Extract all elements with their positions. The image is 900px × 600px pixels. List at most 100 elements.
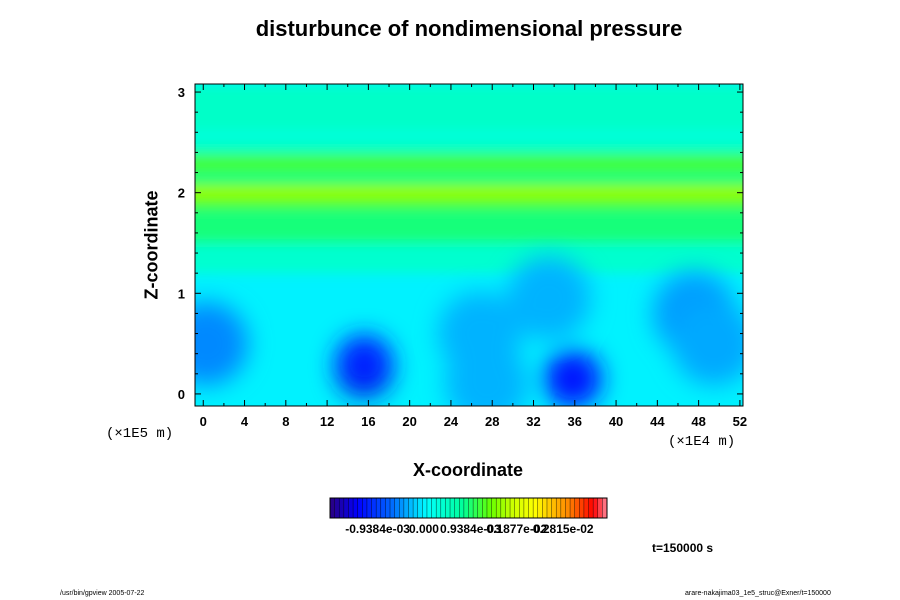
x-tick-label: 24 — [444, 414, 459, 429]
colorbar-swatch — [413, 498, 419, 518]
colorbar-swatch — [431, 498, 437, 518]
x-unit-label: (×1E4 m) — [668, 434, 736, 450]
z-tick-label: 3 — [178, 85, 185, 100]
colorbar-swatch — [570, 498, 575, 518]
colorbar-swatch — [486, 498, 492, 518]
x-tick-label: 4 — [241, 414, 249, 429]
z-unit-label: (×1E5 m) — [106, 426, 174, 442]
x-tick-label: 48 — [691, 414, 705, 429]
colorbar-swatch — [348, 498, 354, 518]
colorbar-swatch — [334, 498, 340, 518]
colorbar-swatch — [556, 498, 562, 518]
colorbar-swatch — [551, 498, 557, 518]
footer-left: /usr/bin/gpview 2005-07-22 — [60, 590, 145, 597]
colorbar-label: 0.9384e-03 — [440, 522, 501, 536]
colorbar-swatch — [496, 498, 502, 518]
pressure-band — [195, 154, 743, 173]
pressure-band — [195, 242, 743, 274]
colorbar-swatch — [519, 498, 525, 518]
colorbar-swatch — [408, 498, 414, 518]
pressure-band — [195, 187, 743, 198]
colorbar-label: -0.9384e-03 — [345, 522, 410, 536]
time-annotation: t=150000 s — [652, 541, 714, 555]
chart-title: disturbunce of nondimensional pressure — [255, 16, 683, 41]
x-tick-label: 32 — [526, 414, 540, 429]
colorbar-swatch — [491, 498, 497, 518]
colorbar-swatch — [385, 498, 391, 518]
colorbar-swatch — [436, 498, 442, 518]
colorbar-swatch — [579, 498, 585, 518]
x-tick-label: 20 — [402, 414, 416, 429]
colorbar-swatch — [565, 498, 571, 518]
colorbar-swatch — [366, 498, 372, 518]
colorbar-swatch — [533, 498, 539, 518]
pressure-anomaly — [672, 301, 743, 386]
colorbar-swatch — [593, 498, 599, 518]
colorbar-swatch — [602, 498, 608, 518]
x-tick-label: 28 — [485, 414, 499, 429]
pressure-anomaly — [543, 349, 602, 406]
pressure-band — [195, 207, 743, 243]
colorbar-swatch — [537, 498, 543, 518]
z-tick-label: 2 — [178, 186, 185, 201]
colorbar-swatch — [528, 498, 534, 518]
x-tick-label: 16 — [361, 414, 375, 429]
x-tick-label: 40 — [609, 414, 623, 429]
colorbar-swatch — [482, 498, 488, 518]
pressure-anomaly — [335, 334, 394, 393]
colorbar-swatch — [403, 498, 409, 518]
x-tick-label: 36 — [568, 414, 582, 429]
colorbar-swatch — [473, 498, 479, 518]
colorbar-swatch — [380, 498, 386, 518]
colorbar-swatch — [468, 498, 474, 518]
colorbar-swatch — [588, 498, 594, 518]
colorbar-swatch — [399, 498, 405, 518]
colorbar-swatch — [574, 498, 580, 518]
plot-frame — [194, 83, 744, 407]
colorbar-swatch — [459, 498, 465, 518]
x-tick-label: 52 — [733, 414, 747, 429]
colorbar-swatch — [440, 498, 446, 518]
colorbar-swatch — [450, 498, 455, 518]
pressure-band — [195, 84, 743, 131]
colorbar-label: 0.000 — [409, 522, 439, 536]
x-tick-label: 12 — [320, 414, 334, 429]
pressure-band — [195, 130, 743, 143]
colorbar-swatch — [560, 498, 566, 518]
x-tick-label: 44 — [650, 414, 665, 429]
colorbar-swatch — [362, 498, 368, 518]
colorbar-swatch — [523, 498, 529, 518]
colorbar-swatch — [597, 498, 603, 518]
x-tick-label: 8 — [282, 414, 289, 429]
colorbar-swatch — [417, 498, 423, 518]
colorbar-swatch — [546, 498, 552, 518]
y-axis-label: Z-coordinate — [141, 190, 162, 300]
pressure-band — [195, 142, 743, 155]
colorbar-swatch — [376, 498, 382, 518]
z-tick-label: 0 — [178, 387, 185, 402]
pressure-band — [195, 172, 743, 183]
footer-right: arare-nakajima03_1e5_struc@Exner/t=15000… — [685, 590, 831, 597]
colorbar-swatch — [505, 498, 511, 518]
colorbar-swatch — [454, 498, 460, 518]
colorbar-swatch — [339, 498, 345, 518]
pressure-anomaly — [507, 256, 591, 341]
x-tick-label: 0 — [200, 414, 207, 429]
colorbar-swatch — [394, 498, 400, 518]
colorbar-swatch — [445, 498, 451, 518]
pressure-anomaly — [445, 342, 529, 406]
colorbar-swatch — [477, 498, 483, 518]
colorbar-swatch — [330, 498, 335, 518]
colorbar-swatch — [463, 498, 469, 518]
colorbar-swatch — [371, 498, 377, 518]
colorbar-swatch — [343, 498, 349, 518]
colorbar-swatch — [426, 498, 432, 518]
colorbar-label: 0.2815e-02 — [533, 522, 594, 536]
x-axis-label: X-coordinate — [412, 460, 524, 480]
colorbar-swatch — [422, 498, 428, 518]
colorbar-swatch — [542, 498, 548, 518]
colorbar-swatch — [390, 498, 395, 518]
colorbar-swatch — [500, 498, 506, 518]
colorbar-swatch — [357, 498, 363, 518]
